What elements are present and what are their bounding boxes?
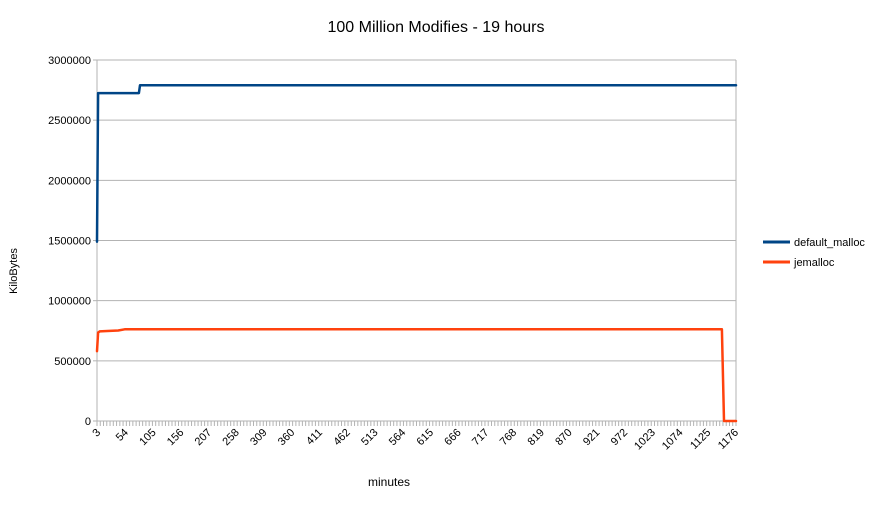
legend-label: jemalloc (793, 257, 835, 269)
x-tick-label: 1023 (632, 427, 658, 453)
gridlines (97, 59, 736, 422)
axes (93, 59, 737, 426)
y-tick-label: 1000000 (48, 296, 91, 308)
y-tick-label: 500000 (54, 356, 91, 368)
series-lines (95, 84, 738, 423)
x-tick-label: 513 (359, 427, 380, 448)
x-tick-label: 3 (90, 427, 103, 440)
x-tick-label: 1176 (716, 427, 741, 452)
x-tick-label: 972 (609, 427, 630, 448)
x-tick-label: 360 (276, 427, 297, 448)
x-tick-label: 819 (526, 427, 547, 448)
y-tick-label: 0 (85, 416, 91, 428)
y-tick-labels: 0 500000 1000000 1500000 2000000 2500000 30000… (48, 55, 91, 428)
x-tick-label: 207 (193, 427, 214, 448)
x-tick-labels: 3 54 105 156 207 258 309 360 411 462 513 564 615 666 7… (90, 427, 741, 453)
x-tick-label: 666 (442, 427, 463, 448)
legend: default_malloc jemalloc (763, 237, 865, 269)
y-tick-label: 2000000 (48, 175, 91, 187)
x-tick-label: 1125 (688, 427, 713, 452)
y-tick-label: 3000000 (48, 55, 91, 67)
y-axis-label: KiloBytes (8, 248, 20, 294)
x-tick-label: 309 (248, 427, 269, 448)
x-tick-label: 717 (470, 427, 491, 448)
x-tick-label: 54 (114, 427, 131, 444)
series-line-default-malloc (95, 84, 738, 243)
x-tick-label: 105 (137, 427, 158, 448)
chart-title: 100 Million Modifies - 19 hours (328, 19, 545, 36)
x-tick-label: 1074 (660, 427, 686, 453)
y-tick-label: 2500000 (48, 115, 91, 127)
x-tick-label: 411 (304, 427, 325, 448)
x-tick-label: 870 (553, 427, 574, 448)
y-tick-label: 1500000 (48, 236, 91, 248)
x-tick-label: 768 (498, 427, 519, 448)
x-tick-label: 462 (331, 427, 352, 448)
x-tick-label: 258 (220, 427, 241, 448)
x-tick-label: 156 (165, 427, 186, 448)
x-tick-label: 564 (387, 427, 408, 448)
x-axis-label: minutes (368, 475, 410, 489)
x-tick-label: 921 (581, 427, 602, 448)
legend-label: default_malloc (794, 237, 865, 249)
series-line-jemalloc (95, 328, 738, 423)
x-tick-label: 615 (415, 427, 436, 448)
